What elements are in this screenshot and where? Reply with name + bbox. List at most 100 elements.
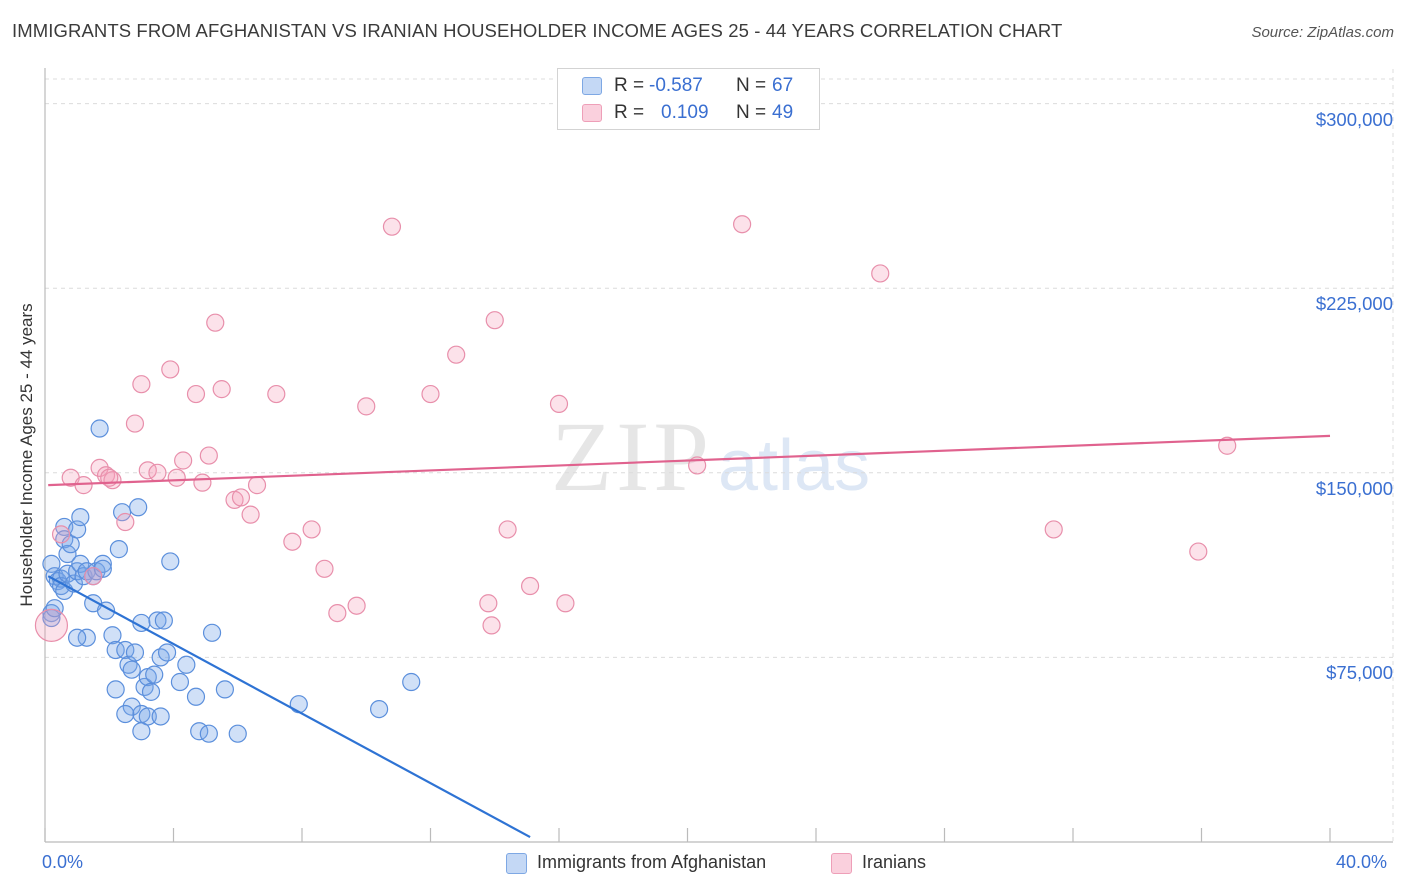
point-iranians xyxy=(84,567,103,586)
point-iranians xyxy=(90,458,109,477)
point-iranians xyxy=(328,603,347,623)
axes xyxy=(44,68,1393,843)
point-iranians xyxy=(447,345,466,364)
point-iranians xyxy=(199,446,218,465)
chart-title: IMMIGRANTS FROM AFGHANISTAN VS IRANIAN H… xyxy=(12,20,1063,41)
point-afghanistan xyxy=(289,695,308,714)
point-iranians xyxy=(116,512,135,532)
point-iranians xyxy=(733,215,752,234)
point-iranians xyxy=(206,313,225,332)
x-tick-label-max: 40.0% xyxy=(1336,852,1388,872)
point-iranians xyxy=(247,476,267,495)
point-iranians xyxy=(167,468,186,487)
trend-line-iranians xyxy=(48,434,1331,487)
point-iranians xyxy=(421,384,440,404)
point-iranians xyxy=(161,360,180,379)
point-iranians xyxy=(520,576,540,596)
point-afghanistan xyxy=(90,419,109,438)
point-iranians xyxy=(347,596,366,615)
point-afghanistan xyxy=(122,697,141,716)
source-label: Source: ZipAtlas.com xyxy=(1251,24,1394,41)
point-afghanistan xyxy=(77,628,96,647)
point-iranians xyxy=(103,471,122,490)
legend-swatch-blue xyxy=(582,77,602,95)
point-iranians xyxy=(302,520,321,539)
point-afghanistan xyxy=(68,628,87,647)
bottom-legend-label: Immigrants from Afghanistan xyxy=(537,852,767,872)
point-afghanistan xyxy=(58,544,77,564)
point-afghanistan xyxy=(199,724,218,743)
point-iranians xyxy=(132,375,151,394)
point-afghanistan xyxy=(42,603,61,623)
point-afghanistan xyxy=(154,611,173,630)
point-iranians xyxy=(231,488,251,507)
point-afghanistan xyxy=(106,680,125,699)
point-iranians xyxy=(267,384,286,404)
point-iranians xyxy=(193,473,212,492)
point-iranians xyxy=(1044,520,1063,539)
point-afghanistan xyxy=(402,672,421,692)
point-afghanistan xyxy=(177,655,196,674)
point-afghanistan xyxy=(202,623,222,642)
point-afghanistan xyxy=(109,540,128,559)
point-iranians xyxy=(1218,436,1237,455)
point-iranians xyxy=(1189,542,1208,561)
trend-line-afghanistan xyxy=(47,575,531,839)
point-afghanistan xyxy=(129,498,148,517)
gridlines xyxy=(45,69,1394,842)
watermark-atlas: atlas xyxy=(718,426,870,506)
point-afghanistan xyxy=(103,626,122,645)
point-afghanistan xyxy=(170,672,190,692)
legend-n-label: N = xyxy=(736,102,767,123)
point-afghanistan xyxy=(228,724,247,743)
point-iranians xyxy=(485,311,504,330)
point-iranians xyxy=(556,594,575,613)
point-afghanistan xyxy=(215,680,234,699)
point-afghanistan xyxy=(93,554,112,573)
point-iranians xyxy=(74,476,93,495)
bottom-legend-swatch-blue xyxy=(506,853,527,874)
correlation-legend: R = -0.587 N = 67 R = 0.109 N = 49 xyxy=(557,68,820,130)
point-iranians xyxy=(283,532,302,551)
watermark: ZIP atlas xyxy=(551,401,870,512)
point-iranians xyxy=(51,525,71,544)
legend-r-value: -0.587 xyxy=(649,75,703,96)
point-iranians xyxy=(382,217,402,236)
point-iranians xyxy=(241,505,260,524)
y-axis-label: Householder Income Ages 25 - 44 years xyxy=(17,303,36,607)
x-tick-label-min: 0.0% xyxy=(42,852,84,872)
point-afghanistan xyxy=(145,665,164,684)
point-iranians xyxy=(174,451,193,470)
bottom-legend-label: Iranians xyxy=(862,852,927,872)
point-iranians xyxy=(148,463,167,482)
y-tick-label: $75,000 xyxy=(1326,662,1393,684)
series-iranians-points xyxy=(34,215,1237,643)
point-iranians xyxy=(357,397,376,416)
bottom-legend-swatch-pink xyxy=(831,853,852,874)
trend-lines xyxy=(47,434,1331,839)
point-iranians xyxy=(498,520,517,539)
watermark-zip: ZIP xyxy=(551,401,713,512)
legend-r-label: R = xyxy=(614,102,645,123)
series-afghanistan-points xyxy=(42,419,421,743)
point-afghanistan xyxy=(148,611,167,630)
point-afghanistan xyxy=(132,722,151,741)
point-afghanistan xyxy=(125,643,145,662)
point-iranians xyxy=(315,559,334,578)
point-iranians xyxy=(34,608,69,643)
legend-n-value: 67 xyxy=(772,75,794,96)
y-tick-label: $300,000 xyxy=(1315,108,1393,130)
legend-r-value: 0.109 xyxy=(661,102,709,123)
point-iranians xyxy=(479,594,498,613)
legend-n-label: N = xyxy=(736,75,767,96)
point-afghanistan xyxy=(151,707,170,726)
point-afghanistan xyxy=(186,687,206,706)
point-iranians xyxy=(186,384,206,404)
y-tick-label: $225,000 xyxy=(1315,293,1393,315)
point-afghanistan xyxy=(370,699,389,719)
point-iranians xyxy=(549,394,569,413)
legend-n-value: 49 xyxy=(772,102,794,123)
legend-swatch-pink xyxy=(582,104,602,122)
point-afghanistan xyxy=(106,640,125,660)
